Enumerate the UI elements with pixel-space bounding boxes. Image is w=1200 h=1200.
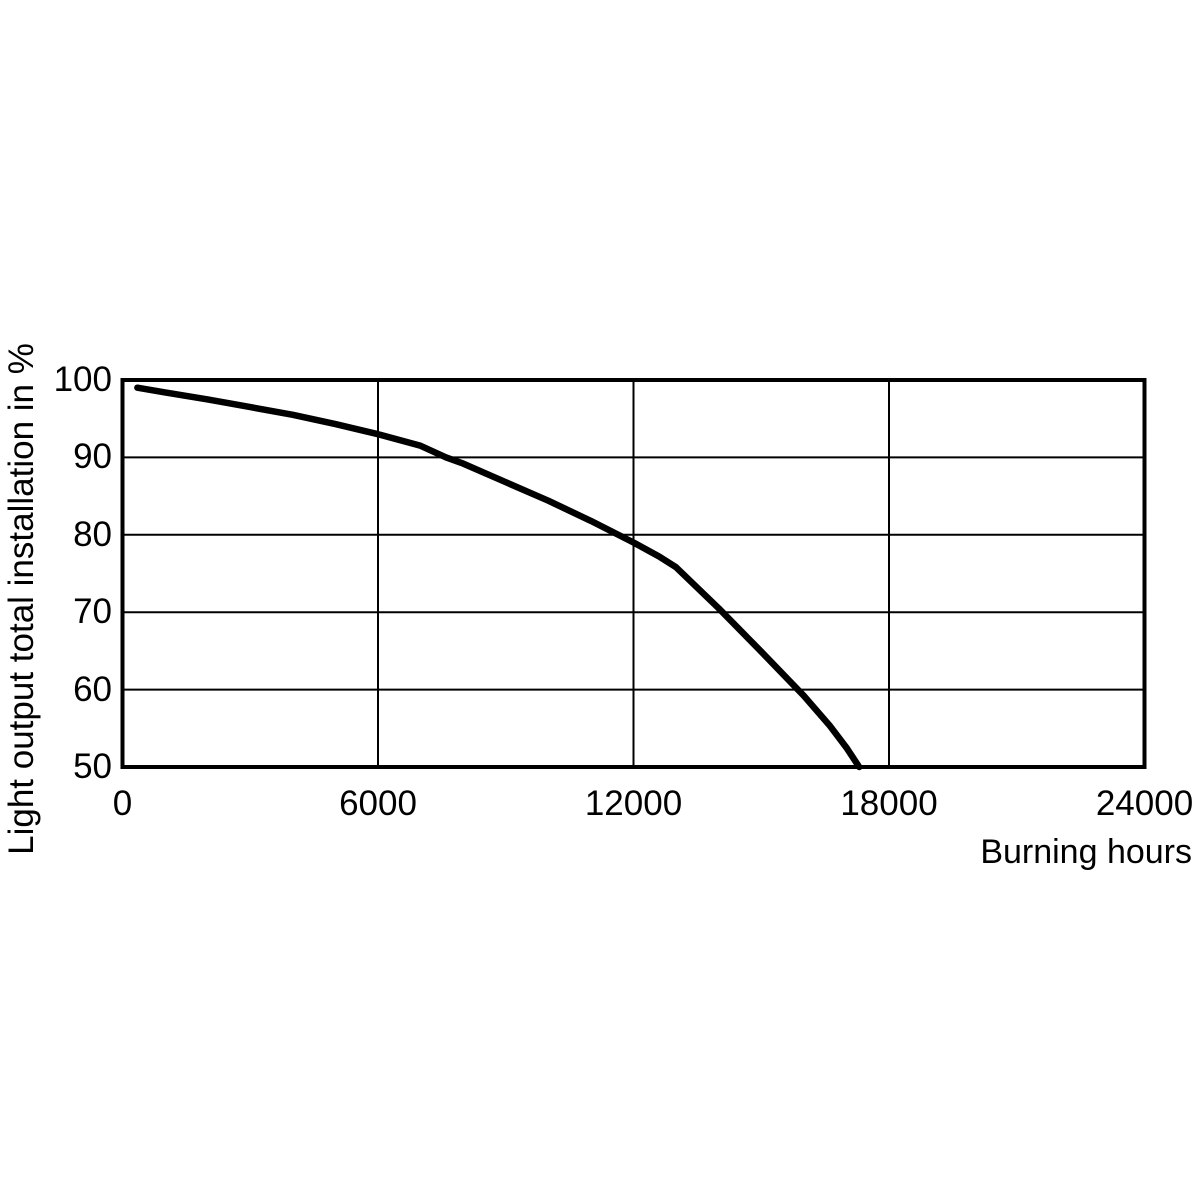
x-tick-label-6000: 6000 bbox=[339, 784, 417, 823]
y-tick-label-50: 50 bbox=[73, 747, 112, 786]
y-tick-label-80: 80 bbox=[73, 514, 112, 554]
y-tick-label-90: 90 bbox=[73, 437, 112, 477]
x-axis-title: Burning hours bbox=[980, 833, 1192, 871]
y-axis-title: Light output total installation in % bbox=[2, 343, 41, 855]
series-light-output-vs-burning-hours bbox=[134, 384, 863, 771]
y-tick-label-100: 100 bbox=[53, 360, 112, 399]
y-tick-label-60: 60 bbox=[73, 669, 112, 709]
x-tick-label-18000: 18000 bbox=[840, 784, 938, 823]
x-tick-label-24000: 24000 bbox=[1095, 784, 1194, 823]
x-tick-label-0: 0 bbox=[112, 784, 133, 823]
x-tick-label-12000: 12000 bbox=[584, 784, 683, 823]
plot-border bbox=[120, 378, 1147, 769]
y-tick-label-70: 70 bbox=[73, 592, 112, 632]
